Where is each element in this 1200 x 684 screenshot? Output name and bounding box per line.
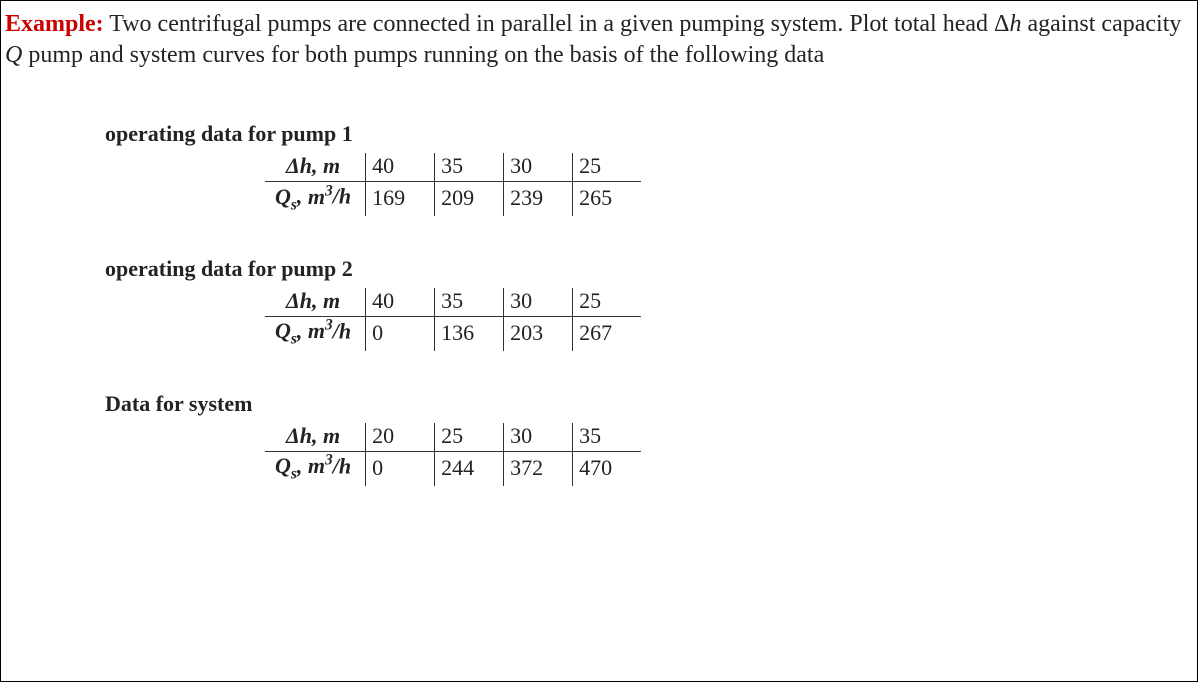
pump1-table: Δh, m 40 35 30 25 Qs, m3/h 169 209 239 2… — [265, 153, 641, 216]
intro-paragraph: Example: Two centrifugal pumps are conne… — [5, 9, 1193, 71]
pump1-dh-3: 25 — [573, 153, 642, 182]
pump2-q-3: 267 — [573, 317, 642, 351]
system-q-0: 0 — [366, 451, 435, 485]
system-dh-1: 25 — [435, 423, 504, 452]
pump2-q-0: 0 — [366, 317, 435, 351]
system-dh-3: 35 — [573, 423, 642, 452]
intro-text-2: against capacity — [1021, 11, 1181, 37]
system-q-2: 372 — [504, 451, 573, 485]
pump1-dh-1: 35 — [435, 153, 504, 182]
system-row2-label: Qs, m3/h — [265, 451, 366, 485]
pump1-title: operating data for pump 1 — [105, 121, 1193, 147]
system-section: Data for system Δh, m 20 25 30 35 Qs, m3… — [105, 391, 1193, 486]
intro-h: h — [1009, 11, 1021, 37]
pump1-dh-0: 40 — [366, 153, 435, 182]
example-label: Example: — [5, 11, 104, 37]
system-dh-2: 30 — [504, 423, 573, 452]
pump1-q-3: 265 — [573, 182, 642, 216]
pump2-dh-1: 35 — [435, 288, 504, 317]
pump2-table: Δh, m 40 35 30 25 Qs, m3/h 0 136 203 267 — [265, 288, 641, 351]
pump1-dh-2: 30 — [504, 153, 573, 182]
pump2-q-1: 136 — [435, 317, 504, 351]
system-dh-0: 20 — [366, 423, 435, 452]
pump2-dh-0: 40 — [366, 288, 435, 317]
pump2-title: operating data for pump 2 — [105, 256, 1193, 282]
pump1-q-0: 169 — [366, 182, 435, 216]
pump1-section: operating data for pump 1 Δh, m 40 35 30… — [105, 121, 1193, 216]
system-row1-label: Δh, m — [265, 423, 366, 452]
pump1-q-1: 209 — [435, 182, 504, 216]
pump2-row2-label: Qs, m3/h — [265, 317, 366, 351]
system-q-1: 244 — [435, 451, 504, 485]
system-q-3: 470 — [573, 451, 642, 485]
pump1-q-2: 239 — [504, 182, 573, 216]
pump2-dh-3: 25 — [573, 288, 642, 317]
pump2-dh-2: 30 — [504, 288, 573, 317]
pump2-section: operating data for pump 2 Δh, m 40 35 30… — [105, 256, 1193, 351]
pump1-row1-label: Δh, m — [265, 153, 366, 182]
intro-text-1: Two centrifugal pumps are connected in p… — [104, 11, 1010, 37]
pump1-row2-label: Qs, m3/h — [265, 182, 366, 216]
pump2-q-2: 203 — [504, 317, 573, 351]
pump2-row1-label: Δh, m — [265, 288, 366, 317]
intro-text-3: pump and system curves for both pumps ru… — [22, 42, 824, 68]
system-title: Data for system — [105, 391, 1193, 417]
system-table: Δh, m 20 25 30 35 Qs, m3/h 0 244 372 470 — [265, 423, 641, 486]
intro-Q: Q — [5, 42, 22, 68]
page-border: Example: Two centrifugal pumps are conne… — [0, 0, 1198, 682]
